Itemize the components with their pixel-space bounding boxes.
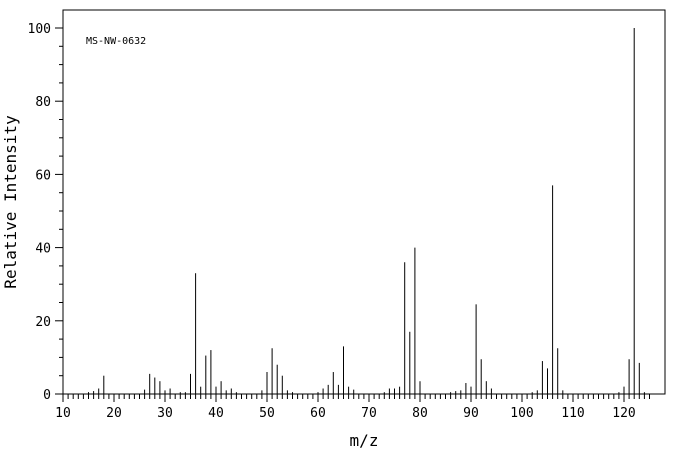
y-tick-label: 40 xyxy=(35,242,51,257)
x-tick-label: 100 xyxy=(510,406,533,421)
x-tick-label: 50 xyxy=(259,406,275,421)
x-tick-label: 10 xyxy=(55,406,71,421)
x-tick-label: 70 xyxy=(361,406,377,421)
y-tick-label: 100 xyxy=(28,22,51,37)
x-tick-label: 40 xyxy=(208,406,224,421)
x-tick-label: 80 xyxy=(412,406,428,421)
x-tick-label: 90 xyxy=(463,406,479,421)
x-tick-label: 110 xyxy=(561,406,584,421)
spectrum-id-label: MS-NW-0632 xyxy=(86,36,146,47)
x-tick-label: 20 xyxy=(106,406,122,421)
y-axis-title: Relative Intensity xyxy=(1,115,20,289)
x-tick-label: 30 xyxy=(157,406,173,421)
y-tick-label: 60 xyxy=(35,168,51,183)
peak-series xyxy=(88,28,645,394)
y-axis-ticks: 0 20 40 60 80 100 xyxy=(28,22,63,403)
x-tick-label: 60 xyxy=(310,406,326,421)
plot-frame xyxy=(62,9,666,395)
x-axis-ticks: 10 20 30 40 50 60 70 80 90 100 110 120 xyxy=(55,394,650,421)
y-tick-label: 20 xyxy=(35,315,51,330)
y-tick-label: 80 xyxy=(35,95,51,110)
x-tick-label: 120 xyxy=(612,406,635,421)
y-tick-label: 0 xyxy=(43,388,51,403)
x-axis-title: m/z xyxy=(350,431,379,450)
